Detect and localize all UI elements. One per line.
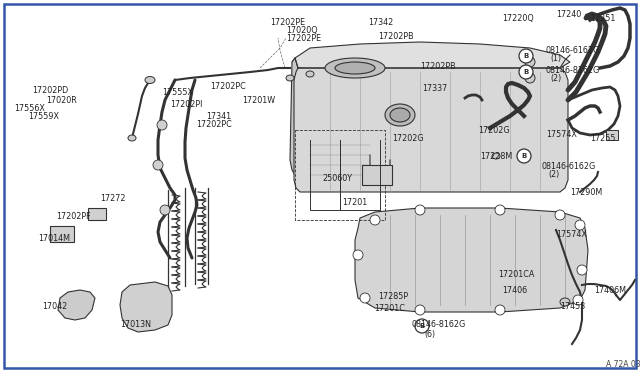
Text: 17255: 17255 <box>590 134 616 143</box>
Circle shape <box>157 120 167 130</box>
Ellipse shape <box>560 298 570 306</box>
Text: 08146-8162G: 08146-8162G <box>546 66 600 75</box>
Circle shape <box>370 215 380 225</box>
Circle shape <box>577 265 587 275</box>
Circle shape <box>415 319 429 333</box>
Bar <box>88 208 106 220</box>
Circle shape <box>353 250 363 260</box>
Text: (1): (1) <box>550 54 561 63</box>
Text: B: B <box>419 323 424 329</box>
Text: 17201C: 17201C <box>374 304 405 313</box>
Text: 17272: 17272 <box>100 194 125 203</box>
Text: (2): (2) <box>548 170 559 179</box>
Circle shape <box>495 205 505 215</box>
Circle shape <box>575 220 585 230</box>
Text: (2): (2) <box>550 74 561 83</box>
Polygon shape <box>294 68 568 192</box>
Text: 17285P: 17285P <box>378 292 408 301</box>
FancyBboxPatch shape <box>4 4 636 368</box>
Circle shape <box>519 49 533 63</box>
Text: 08146-6162G: 08146-6162G <box>542 162 596 171</box>
Text: 17240: 17240 <box>556 10 581 19</box>
Text: 17574X: 17574X <box>556 230 587 239</box>
Circle shape <box>153 160 163 170</box>
Text: (6): (6) <box>424 330 435 339</box>
Circle shape <box>160 205 170 215</box>
Text: 17020Q: 17020Q <box>286 26 317 35</box>
Polygon shape <box>58 290 95 320</box>
Text: B: B <box>522 153 527 159</box>
Ellipse shape <box>286 75 294 81</box>
Text: 17013N: 17013N <box>120 320 151 329</box>
Polygon shape <box>120 282 172 332</box>
Bar <box>606 130 618 140</box>
Text: 17251: 17251 <box>590 14 616 23</box>
Polygon shape <box>290 58 300 175</box>
Circle shape <box>519 65 533 79</box>
Polygon shape <box>292 42 570 74</box>
Text: 17020R: 17020R <box>46 96 77 105</box>
Text: 08146-6162G: 08146-6162G <box>546 46 600 55</box>
Ellipse shape <box>306 71 314 77</box>
Ellipse shape <box>385 104 415 126</box>
Text: 17202PD: 17202PD <box>32 86 68 95</box>
Text: 17202PC: 17202PC <box>210 82 246 91</box>
Ellipse shape <box>145 77 155 83</box>
Text: 17220Q: 17220Q <box>502 14 534 23</box>
Text: 17202PE: 17202PE <box>270 18 305 27</box>
Text: 17555X: 17555X <box>162 88 193 97</box>
Circle shape <box>495 305 505 315</box>
Text: 17042: 17042 <box>42 302 67 311</box>
Ellipse shape <box>128 135 136 141</box>
Text: 17202PI: 17202PI <box>170 100 202 109</box>
Ellipse shape <box>335 62 375 74</box>
Circle shape <box>415 205 425 215</box>
Bar <box>50 226 74 242</box>
Text: 17202G: 17202G <box>392 134 424 143</box>
Text: 17201W: 17201W <box>242 96 275 105</box>
Text: 17337: 17337 <box>422 84 447 93</box>
Circle shape <box>525 73 535 83</box>
Text: 17341: 17341 <box>206 112 231 121</box>
Text: 08146-8162G: 08146-8162G <box>412 320 467 329</box>
Text: 17202PB: 17202PB <box>378 32 413 41</box>
Text: 17574X: 17574X <box>546 130 577 139</box>
Text: 17202PC: 17202PC <box>196 120 232 129</box>
Text: 17201CA: 17201CA <box>498 270 534 279</box>
Circle shape <box>555 210 565 220</box>
Text: A 72A 03 0: A 72A 03 0 <box>606 360 640 369</box>
Text: 17406M: 17406M <box>594 286 626 295</box>
Text: B: B <box>524 53 529 59</box>
Text: 17342: 17342 <box>368 18 393 27</box>
Circle shape <box>573 295 583 305</box>
Text: 17202PE: 17202PE <box>286 34 321 43</box>
Text: B: B <box>524 69 529 75</box>
Text: 17453: 17453 <box>560 302 585 311</box>
Circle shape <box>415 305 425 315</box>
Text: 17556X: 17556X <box>14 104 45 113</box>
Text: 17228M: 17228M <box>480 152 512 161</box>
Text: 25060Y: 25060Y <box>322 174 352 183</box>
Circle shape <box>360 293 370 303</box>
Bar <box>362 165 392 185</box>
Text: 17202G: 17202G <box>478 126 509 135</box>
Text: 17559X: 17559X <box>28 112 59 121</box>
Circle shape <box>517 149 531 163</box>
Text: 17202PB: 17202PB <box>420 62 456 71</box>
Text: 17014M: 17014M <box>38 234 70 243</box>
Polygon shape <box>355 208 588 312</box>
Text: 17202PF: 17202PF <box>56 212 91 221</box>
Circle shape <box>525 57 535 67</box>
Text: 17201: 17201 <box>342 198 367 207</box>
Ellipse shape <box>390 108 410 122</box>
Text: 17290M: 17290M <box>570 188 602 197</box>
Text: 17406: 17406 <box>502 286 527 295</box>
Ellipse shape <box>325 58 385 78</box>
Ellipse shape <box>492 153 500 159</box>
